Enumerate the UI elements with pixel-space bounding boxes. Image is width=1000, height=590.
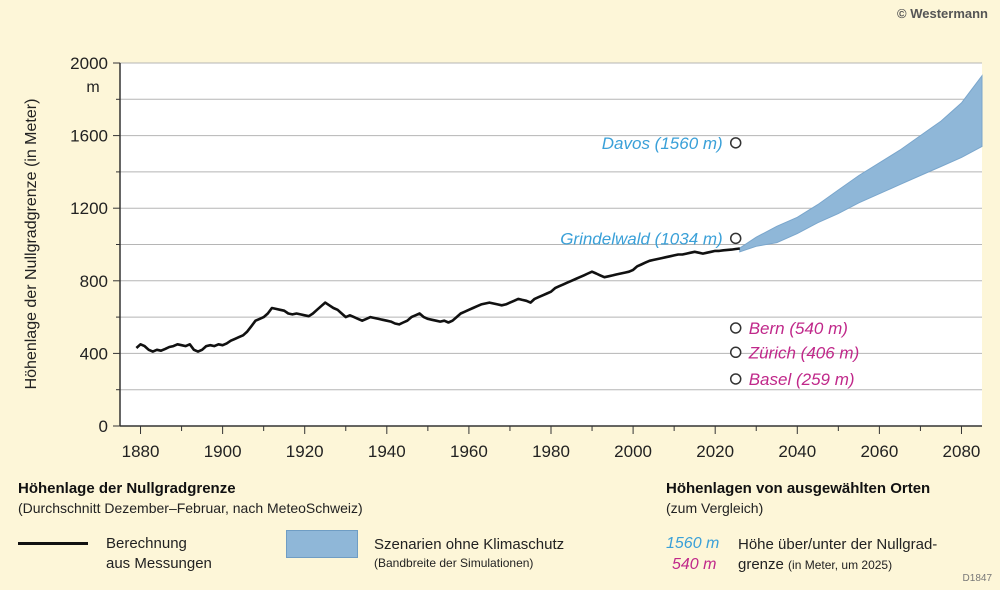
x-tick-label: 2000 <box>614 442 652 461</box>
y-tick-label: 1600 <box>70 127 108 146</box>
example-magenta-value: 540 m <box>672 556 717 573</box>
y-tick-label: 400 <box>80 344 108 363</box>
grid-lines <box>120 62 982 391</box>
x-tick-label: 2040 <box>778 442 816 461</box>
legend-subtitle: (Durchschnitt Dezember–Februar, nach Met… <box>18 500 363 516</box>
place-marker <box>729 322 742 334</box>
legend-line-label-1: Berechnung <box>106 535 187 552</box>
places-legend-title: Höhenlagen von ausgewählten Orten <box>666 480 931 497</box>
y-tick-label: 0 <box>99 417 108 436</box>
place-label: Zürich (406 m) <box>748 343 860 362</box>
legend-line-label-2: aus Messungen <box>106 555 212 572</box>
places-legend-subtitle: (zum Vergleich) <box>666 500 764 516</box>
place-marker <box>729 137 742 149</box>
scenario-band <box>739 74 983 253</box>
legend-band-sublabel: (Bandbreite der Simulationen) <box>374 556 534 570</box>
x-tick-label: 1920 <box>286 442 324 461</box>
y-tick-label: 2000 <box>70 54 108 73</box>
place-label: Davos (1560 m) <box>602 134 723 153</box>
place-label: Grindelwald (1034 m) <box>560 229 723 248</box>
figure-code: D1847 <box>962 573 992 584</box>
legend-title: Höhenlage der Nullgradgrenze <box>18 480 236 497</box>
place-label: Basel (259 m) <box>749 370 855 389</box>
x-tick-label: 1980 <box>532 442 570 461</box>
place-marker <box>729 346 742 359</box>
x-tick-label: 1900 <box>204 442 242 461</box>
place-marker <box>729 232 742 245</box>
chart: 0 400 800 1200 1600 2000 1880 1900 1920 1940 1960 1… <box>23 54 983 461</box>
x-tick-label: 2080 <box>943 442 981 461</box>
copyright-label: © Westermann <box>897 6 988 21</box>
measured-line-group <box>135 247 740 353</box>
place-marker <box>729 373 742 385</box>
x-tick-label: 1880 <box>122 442 160 461</box>
legend-line-swatch <box>18 542 88 545</box>
example-text-3: (in Meter, um 2025) <box>788 558 893 572</box>
example-blue-value: 1560 m <box>666 535 720 552</box>
x-tick-label: 2020 <box>696 442 734 461</box>
y-tick-label: 1200 <box>70 199 108 218</box>
y-tick-label: 800 <box>80 272 108 291</box>
example-text-1: Höhe über/unter der Nullgrad- <box>738 536 938 553</box>
legend-band-swatch <box>286 530 358 558</box>
example-text-2: grenze (in Meter, um 2025) <box>738 555 892 575</box>
x-tick-label: 1940 <box>368 442 406 461</box>
x-tick-label: 1960 <box>450 442 488 461</box>
legend-band-label: Szenarien ohne Klimaschutz <box>374 536 565 553</box>
y-axis-label: Höhenlage der Nullgradgrenze (in Meter) <box>23 99 40 390</box>
axes: 0 400 800 1200 1600 2000 1880 1900 1920 1940 1960 1… <box>70 54 982 461</box>
places-group: Davos (1560 m) Grindelwald (1034 m) Bern (… <box>560 134 859 389</box>
scenario-band-group <box>739 74 983 253</box>
x-tick-label: 2060 <box>860 442 898 461</box>
place-label: Bern (540 m) <box>749 319 848 338</box>
example-text-2a: grenze <box>738 556 784 573</box>
y-unit-label: m <box>86 79 99 96</box>
measured-line <box>135 247 740 353</box>
